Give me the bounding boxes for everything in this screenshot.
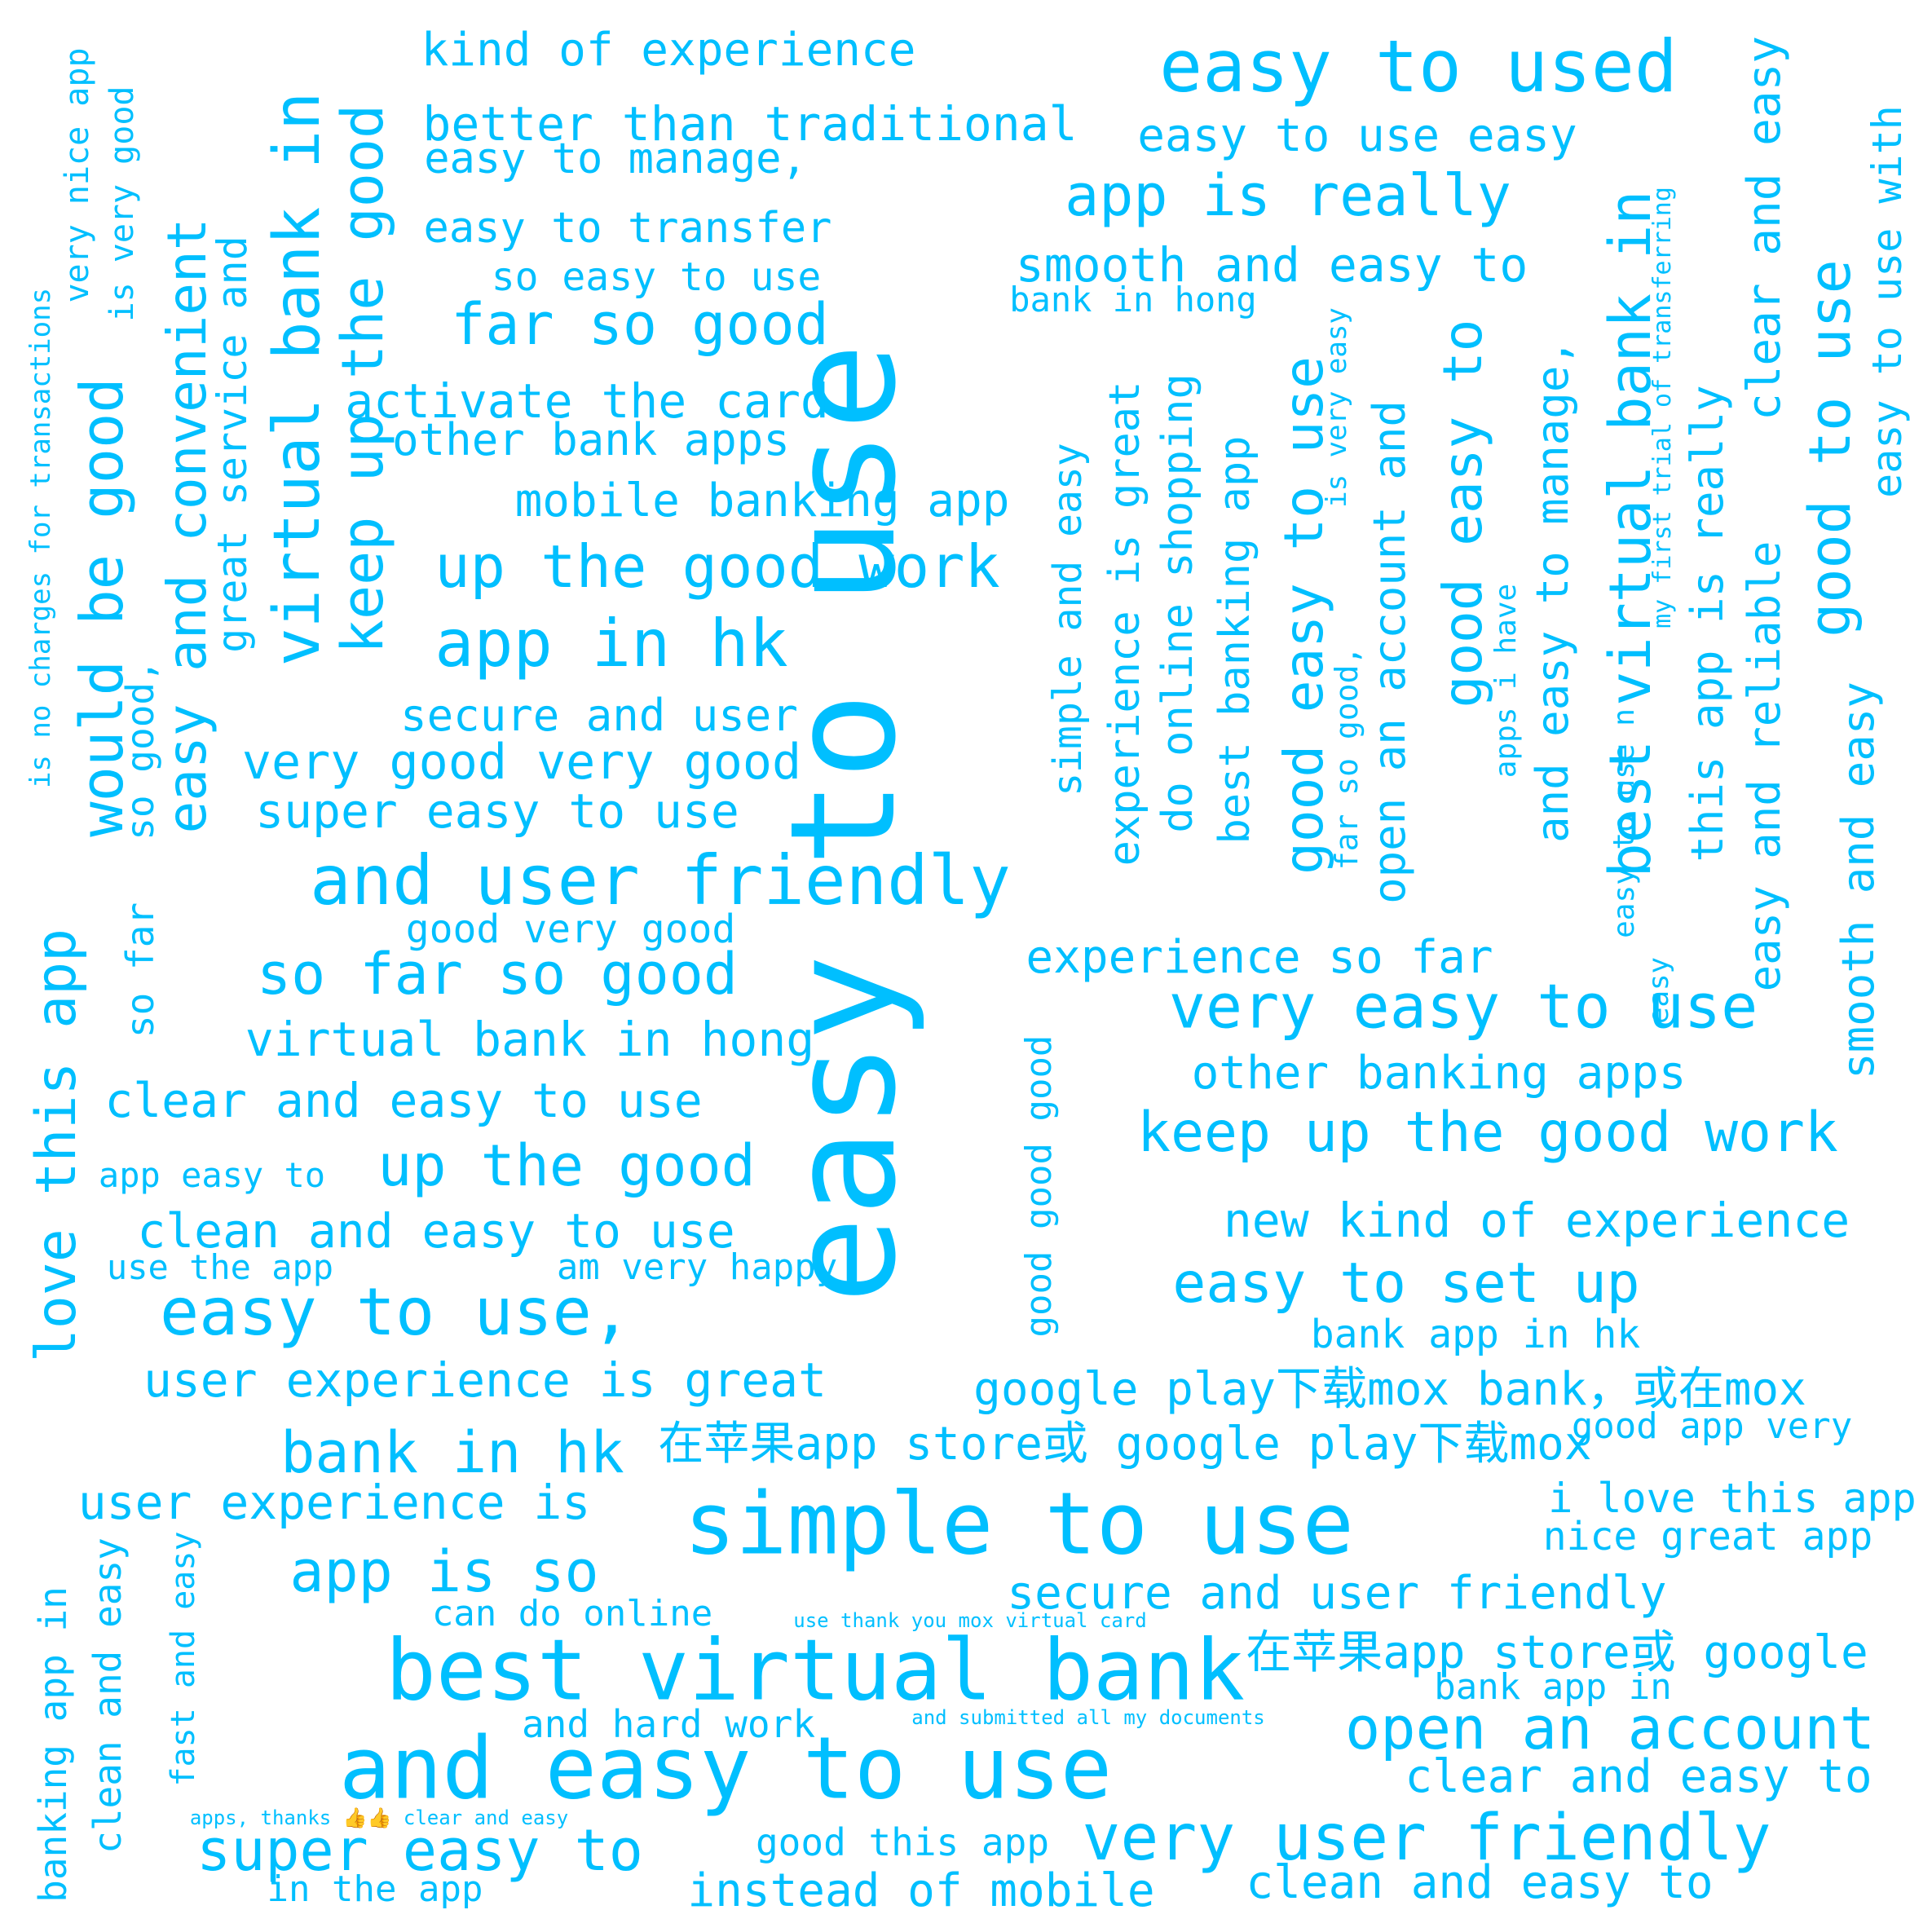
word-good-app-very: good app very [1571, 1405, 1853, 1447]
word-google-play-mox-bank: google play下载mox bank，或在mox [973, 1363, 1806, 1416]
word-smooth-and-easy-to: smooth and easy to [1015, 237, 1528, 293]
word-good-this-app: good this app [755, 1820, 1050, 1864]
word-open-an-account: open an account [1344, 1694, 1876, 1762]
word-open-an-account-and: open an account and [1364, 400, 1415, 904]
word-this-app-is-really: this app is really [1682, 385, 1733, 862]
word-up-the-good-work: up the good work [434, 532, 1000, 601]
word-good-to-use: good to use [1797, 259, 1864, 637]
word-bank-in-hong: bank in hong [1009, 280, 1257, 320]
word-apps-thanks-clear-and-easy: apps, thanks 👍👍 clear and easy [189, 1806, 569, 1829]
word-easy-to-manage: easy to manage, [424, 135, 807, 183]
word-easy-and-reliable: easy and reliable [1739, 540, 1790, 992]
word-and-submitted-all-my-documents: and submitted all my documents [911, 1706, 1265, 1729]
word-can-do-online: can do online [431, 1593, 713, 1634]
word-is-very-easy: is very easy [1321, 307, 1353, 508]
word-do-online-shopping: do online shopping [1153, 373, 1202, 833]
word-and-easy-to-use: and easy to use [338, 1718, 1113, 1819]
word-clean-and-easy: clean and easy [86, 1537, 130, 1854]
word-user-experience-is: user experience is [77, 1475, 591, 1530]
word-clear-and-easy: clear and easy [1738, 35, 1791, 421]
word-very-nice-app: very nice app [59, 47, 96, 303]
word-app-in-hk: app in hk [434, 606, 788, 681]
word-secure-and-user: secure and user [400, 690, 798, 741]
word-clear-and-easy-to-use: clear and easy to use [104, 1073, 703, 1128]
word-is-very-good: is very good [104, 86, 141, 322]
word-i-love-this-app: i love this app [1548, 1475, 1917, 1522]
word-very-user-friendly: very user friendly [1082, 1802, 1771, 1875]
word-easy-to-use-with: easy to use with [1864, 105, 1911, 498]
word-so-far: so far [118, 902, 162, 1039]
word-clear-and-easy-to: clear and easy to [1405, 1750, 1872, 1803]
word-better-than-traditional: better than traditional [422, 96, 1078, 152]
word-bank-in-hk: bank in hk [280, 1419, 624, 1486]
word-easy-to-use-comma: easy to use, [160, 1274, 631, 1350]
word-apps-i-have: apps i have [1489, 583, 1523, 779]
word-bank-app-in: bank app in [1434, 1666, 1672, 1708]
word-experience-is-great: experience is great [1101, 381, 1149, 867]
word-and-user-friendly: and user friendly [310, 840, 1011, 920]
word-activate-the-card: activate the card [345, 373, 829, 429]
word-virtual-bank-in: virtual bank in [261, 91, 334, 667]
word-good-very-good: good very good [405, 906, 736, 952]
word-easy-to-used: easy to used [1159, 24, 1678, 108]
word-super-easy-to: super easy to [196, 1817, 643, 1884]
word-app-store-google: 在苹果app store或 google [1246, 1626, 1868, 1679]
word-in-the-app: in the app [267, 1868, 483, 1910]
word-clean-and-easy-to-use: clean and easy to use [137, 1203, 735, 1259]
word-virtual-bank-in-hong: virtual bank in hong [245, 1012, 815, 1067]
word-experience-so-far: experience so far [1026, 931, 1493, 984]
word-secure-and-user-friendly: secure and user friendly [1007, 1567, 1667, 1620]
word-use-thank-you-mox-virtual-card: use thank you mox virtual card [793, 1609, 1147, 1632]
word-very-good-very-good: very good very good [241, 734, 802, 791]
word-simple-and-easy: simple and easy [1045, 443, 1091, 796]
word-bank-app-in-hk: bank app in hk [1310, 1312, 1641, 1357]
word-clean-and-easy-to: clean and easy to [1246, 1856, 1714, 1909]
word-up-the-good: up the good [377, 1132, 756, 1199]
word-far-so-good: far so good [451, 291, 829, 358]
word-good-easy-to: good easy to [1431, 319, 1494, 708]
word-easy-and-convenient: easy and convenient [156, 218, 218, 834]
word-kind-of-experience: kind of experience [421, 24, 916, 77]
word-am-very-happy: am very happy [556, 1246, 838, 1288]
word-far-so-good-comma: far so good, [1329, 646, 1365, 871]
word-nice-great-app: nice great app [1542, 1514, 1873, 1559]
word-easy-to-use-easy: easy to use easy [1137, 109, 1577, 162]
word-very-easy-to-use: very easy to use [1168, 970, 1758, 1043]
word-easy: easy [1643, 957, 1675, 1024]
word-so-far-so-good: so far so good [256, 941, 739, 1008]
word-super-easy-to-use: super easy to use [255, 783, 739, 839]
word-fast-and-easy: fast and easy [165, 1531, 202, 1787]
word-so-easy-to-use: so easy to use [491, 254, 822, 300]
word-other-bank-apps: other bank apps [392, 414, 790, 465]
word-instead-of-mobile: instead of mobile [687, 1864, 1155, 1917]
word-app-is-so: app is so [289, 1538, 599, 1605]
word-smooth-and-easy: smooth and easy [1833, 681, 1884, 1079]
word-so-good-comma: so good, [118, 659, 162, 840]
word-and-easy-to-manage: and easy to manage, [1527, 339, 1578, 843]
word-best-banking-app: best banking app [1211, 435, 1259, 845]
word-good-good-good: good good good [1018, 1034, 1060, 1338]
word-love-this-app: love this app [24, 928, 89, 1363]
word-app-store-google-play-mox: 在苹果app store或 google play下载mox [658, 1418, 1592, 1471]
word-app-easy-to: app easy to [98, 1155, 326, 1195]
word-and-hard-work: and hard work [521, 1702, 816, 1746]
word-other-banking-apps: other banking apps [1191, 1047, 1687, 1100]
word-keep-up-the-good-work: keep up the good work [1137, 1101, 1838, 1165]
word-use-the-app: use the app [106, 1247, 334, 1287]
word-new-kind-of-experience: new kind of experience [1223, 1193, 1850, 1248]
word-my-first-trial-of-transferring: my first trial of transferring [1648, 187, 1677, 629]
word-is-no-charges-for-transactions: is no charges for transactions [24, 287, 57, 789]
word-great-service-and: great service and [209, 236, 256, 653]
word-best-virtual-bank: best virtual bank [385, 1621, 1246, 1720]
word-easy-to-set-up: easy to set up [1172, 1251, 1640, 1316]
word-easy-to-transfer: easy to transfer [423, 204, 832, 253]
word-app-is-really: app is really [1065, 162, 1511, 229]
word-banking-app-in: banking app in [31, 1586, 75, 1903]
word-easy-to-use-n: easy to use n [1608, 708, 1641, 938]
word-mobile-banking-app: mobile banking app [514, 474, 1010, 527]
word-user-experience-is-great: user experience is great [143, 1352, 827, 1408]
word-simple-to-use: simple to use [684, 1474, 1354, 1574]
